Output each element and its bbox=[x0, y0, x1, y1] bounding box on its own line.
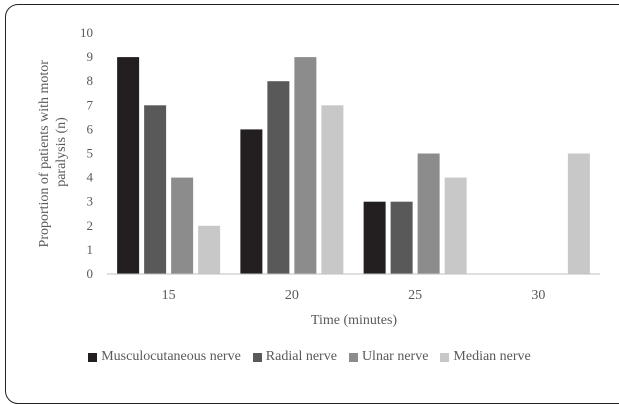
bar bbox=[267, 81, 290, 274]
y-tick-label: 1 bbox=[87, 242, 94, 257]
bar bbox=[171, 177, 194, 274]
bar bbox=[363, 201, 386, 274]
bar bbox=[567, 153, 590, 274]
bars bbox=[117, 57, 590, 274]
legend-item: Ulnar nerve bbox=[348, 349, 429, 365]
bar bbox=[198, 225, 221, 274]
legend-label: Musculocutaneous nerve bbox=[101, 349, 241, 364]
legend-swatch bbox=[348, 352, 358, 362]
y-tick-label: 0 bbox=[87, 266, 94, 281]
y-axis-title-line-1: Proportion of patients with motor bbox=[37, 60, 52, 248]
legend-label: Median nerve bbox=[453, 349, 531, 364]
legend-item: Musculocutaneous nerve bbox=[88, 349, 241, 365]
legend-label: Ulnar nerve bbox=[361, 349, 429, 364]
y-axis-title: Proportion of patients with motor paraly… bbox=[37, 57, 69, 248]
legend-swatch bbox=[440, 352, 450, 362]
bar bbox=[444, 177, 467, 274]
x-axis-ticks: 15 20 25 30 bbox=[162, 288, 546, 303]
y-tick-label: 10 bbox=[80, 25, 93, 40]
bar bbox=[144, 105, 167, 274]
legend-item: Median nerve bbox=[440, 349, 531, 365]
x-tick-label: 30 bbox=[531, 288, 545, 303]
bar bbox=[240, 129, 263, 274]
x-tick-label: 25 bbox=[408, 288, 422, 303]
bar bbox=[417, 153, 440, 274]
y-axis-ticks: 0 1 2 3 4 5 6 7 8 9 10 bbox=[80, 25, 94, 281]
y-tick-label: 7 bbox=[87, 97, 94, 112]
x-tick-label: 15 bbox=[162, 288, 176, 303]
legend: Musculocutaneous nerve Radial nerve Ulnar … bbox=[0, 347, 619, 367]
y-tick-label: 3 bbox=[87, 194, 94, 209]
x-tick-label: 20 bbox=[285, 288, 299, 303]
y-tick-label: 4 bbox=[87, 170, 94, 185]
y-tick-label: 8 bbox=[87, 73, 94, 88]
y-tick-label: 2 bbox=[87, 218, 94, 233]
y-axis-title-line-2: paralysis (n) bbox=[54, 117, 69, 187]
legend-item: Radial nerve bbox=[252, 349, 337, 365]
y-tick-label: 5 bbox=[87, 146, 94, 161]
bar bbox=[117, 57, 140, 274]
y-tick-label: 9 bbox=[87, 49, 94, 64]
bar bbox=[294, 57, 317, 274]
legend-swatch bbox=[88, 352, 98, 362]
bar bbox=[321, 105, 344, 274]
x-axis-title: Time (minutes) bbox=[311, 313, 398, 328]
bar bbox=[390, 201, 413, 274]
legend-label: Radial nerve bbox=[265, 349, 337, 364]
legend-swatch bbox=[252, 352, 262, 362]
bar-chart: 0 1 2 3 4 5 6 7 8 9 10 15 20 25 30 Time (minutes) Pro… bbox=[37, 25, 600, 328]
y-tick-label: 6 bbox=[87, 121, 94, 136]
